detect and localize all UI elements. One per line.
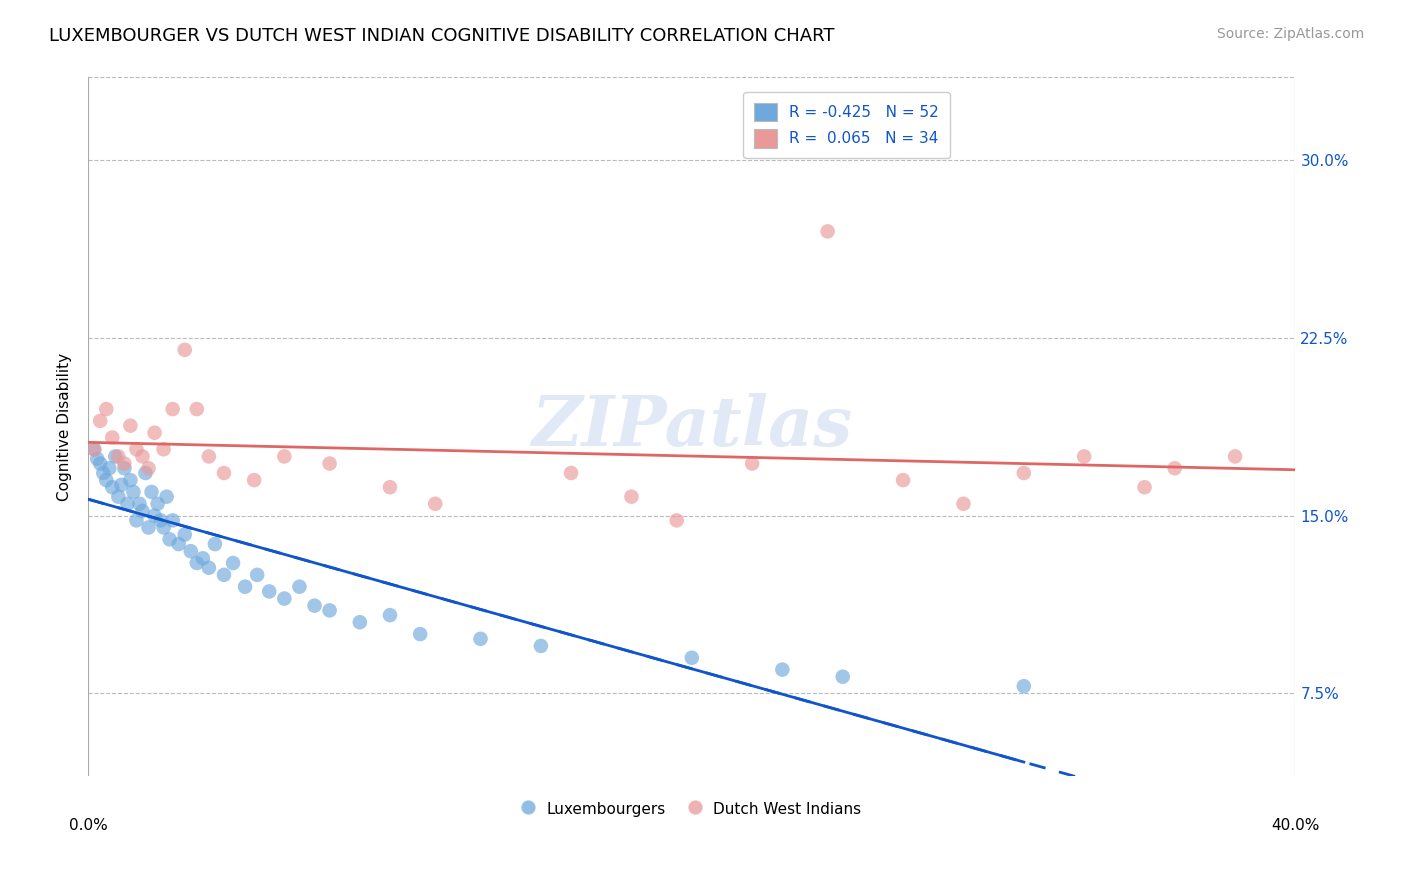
Point [156,490,179,504]
Point [110,478,132,492]
Point [98,461,121,475]
Point [104,450,127,464]
Point [138,520,160,534]
Y-axis label: Cognitive Disability: Cognitive Disability [58,352,72,501]
Point [1073,450,1095,464]
Point [273,591,295,606]
Point [198,450,221,464]
Point [101,430,124,444]
Point [159,533,181,547]
Point [167,537,190,551]
Point [665,513,688,527]
Point [233,580,256,594]
Point [83,442,105,457]
Point [120,473,142,487]
Point [191,551,214,566]
Point [152,520,174,534]
Point [96,402,118,417]
Point [425,497,447,511]
Point [173,527,195,541]
Point [146,497,169,511]
Point [681,650,703,665]
Point [212,567,235,582]
Point [149,513,172,527]
Point [246,567,269,582]
Point [162,513,184,527]
Point [143,425,166,440]
Point [470,632,492,646]
Point [198,560,221,574]
Point [128,497,150,511]
Point [122,485,145,500]
Point [560,466,582,480]
Point [257,584,280,599]
Point [131,504,153,518]
Legend: Luxembourgers, Dutch West Indians: Luxembourgers, Dutch West Indians [516,794,868,824]
Point [817,224,839,238]
Point [952,497,974,511]
Point [1133,480,1156,494]
Point [125,442,148,457]
Point [107,450,129,464]
Point [243,473,266,487]
Point [741,457,763,471]
Point [1012,679,1035,693]
Point [620,490,643,504]
Text: 0.0%: 0.0% [69,818,107,833]
Point [288,580,311,594]
Text: LUXEMBOURGER VS DUTCH WEST INDIAN COGNITIVE DISABILITY CORRELATION CHART: LUXEMBOURGER VS DUTCH WEST INDIAN COGNIT… [49,27,835,45]
Point [212,466,235,480]
Point [152,442,174,457]
Point [131,450,153,464]
Point [831,670,853,684]
Point [101,480,124,494]
Point [138,461,160,475]
Point [186,556,208,570]
Point [173,343,195,357]
Point [91,466,114,480]
Point [222,556,245,570]
Point [134,466,156,480]
Point [86,451,108,466]
Point [770,663,793,677]
Point [89,414,111,428]
Point [89,457,111,471]
Point [1164,461,1187,475]
Point [83,442,105,457]
Point [318,457,340,471]
Point [180,544,202,558]
Point [273,450,295,464]
Text: 40.0%: 40.0% [1271,818,1320,833]
Point [112,461,135,475]
Point [112,457,135,471]
Text: ZIPatlas: ZIPatlas [531,393,852,460]
Point [162,402,184,417]
Point [186,402,208,417]
Point [141,485,163,500]
Point [378,608,401,623]
Point [349,615,371,630]
Point [378,480,401,494]
Point [1012,466,1035,480]
Point [530,639,553,653]
Text: Source: ZipAtlas.com: Source: ZipAtlas.com [1216,27,1364,41]
Point [891,473,914,487]
Point [96,473,118,487]
Point [318,603,340,617]
Point [143,508,166,523]
Point [117,497,139,511]
Point [107,490,129,504]
Point [409,627,432,641]
Point [125,513,148,527]
Point [120,418,142,433]
Point [304,599,326,613]
Point [204,537,226,551]
Point [1223,450,1246,464]
